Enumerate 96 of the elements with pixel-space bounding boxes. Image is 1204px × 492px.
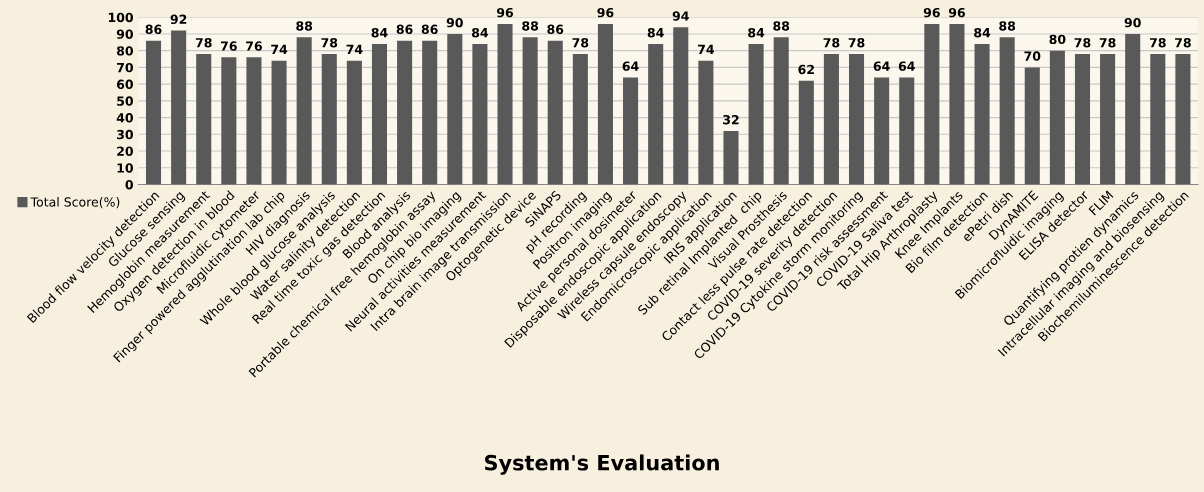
y-tick-label: 40 <box>116 113 133 123</box>
data-label: 78 <box>1175 37 1191 48</box>
bar <box>1150 54 1166 185</box>
data-label: 78 <box>823 37 840 48</box>
y-tick-label: 0 <box>125 179 133 190</box>
bar <box>723 130 739 185</box>
bar <box>648 43 664 185</box>
bar <box>673 27 689 185</box>
data-label: 78 <box>321 37 338 48</box>
bar <box>346 60 362 185</box>
bar <box>773 37 789 185</box>
bar <box>522 37 538 185</box>
bar <box>572 54 588 185</box>
data-label: 96 <box>597 7 614 18</box>
data-label: 84 <box>371 27 388 38</box>
y-tick-label: 10 <box>117 163 133 173</box>
text: System's Evaluation <box>485 454 719 475</box>
y-tick-label: 50 <box>117 96 133 106</box>
bar <box>447 33 463 185</box>
data-label: 76 <box>246 41 262 51</box>
data-label: 88 <box>522 21 539 31</box>
y-tick-label: 60 <box>116 79 133 90</box>
bar <box>1100 54 1116 185</box>
bar <box>145 40 162 185</box>
bar <box>924 23 940 185</box>
bar <box>1125 33 1141 185</box>
data-label: 96 <box>923 7 940 18</box>
bar <box>698 60 714 185</box>
bar <box>1175 54 1191 185</box>
data-label: 62 <box>798 64 814 75</box>
data-label: 88 <box>773 21 790 31</box>
y-tick-label: 70 <box>117 62 133 73</box>
y-tick-label: 100 <box>108 12 133 23</box>
bar <box>371 43 388 185</box>
bar <box>899 77 915 185</box>
bar <box>171 30 187 185</box>
bar <box>623 77 639 185</box>
data-label: 64 <box>898 61 915 71</box>
data-label: 78 <box>572 37 589 48</box>
bar <box>472 43 488 185</box>
bar <box>321 54 337 185</box>
y-tick-label: 80 <box>116 46 133 56</box>
data-label: 90 <box>446 17 463 28</box>
data-label: 78 <box>195 37 212 48</box>
data-label: 86 <box>396 24 413 35</box>
bar <box>597 23 613 185</box>
y-tick-label: 20 <box>117 146 133 156</box>
bar <box>296 37 312 185</box>
data-label: 74 <box>698 44 714 54</box>
bar <box>748 43 764 185</box>
data-label: 74 <box>271 44 288 54</box>
data-label: 86 <box>547 24 564 35</box>
bar <box>974 43 990 185</box>
bar <box>823 54 839 185</box>
bar <box>497 23 513 185</box>
bar <box>1024 67 1040 185</box>
bar <box>196 54 212 185</box>
bar <box>422 40 438 185</box>
data-label: 86 <box>145 24 162 35</box>
data-label: 78 <box>1149 37 1166 48</box>
data-label: 94 <box>672 11 689 21</box>
y-tick-label: 90 <box>116 29 133 39</box>
data-label: 88 <box>296 21 313 31</box>
data-label: 84 <box>748 27 765 38</box>
data-label: 64 <box>873 61 890 71</box>
data-label: 90 <box>1124 17 1141 28</box>
data-label: 74 <box>346 44 363 54</box>
bar <box>547 40 563 185</box>
data-label: 84 <box>647 27 664 38</box>
data-label: 84 <box>974 27 991 38</box>
bar <box>848 54 865 185</box>
data-label: 92 <box>170 14 187 25</box>
data-label: 78 <box>848 37 865 48</box>
data-label: 86 <box>421 24 438 35</box>
y-tick-label: 30 <box>117 129 133 140</box>
bar <box>999 37 1015 185</box>
data-label: 78 <box>1074 37 1091 48</box>
data-label: 96 <box>948 7 965 18</box>
data-label: 88 <box>999 21 1016 31</box>
bar <box>221 57 237 185</box>
data-label: 64 <box>622 61 639 71</box>
data-label: 76 <box>220 41 237 51</box>
bar <box>949 23 965 185</box>
bar <box>397 40 413 185</box>
bar <box>246 57 262 185</box>
data-label: 96 <box>496 7 514 18</box>
data-label: 70 <box>1024 51 1041 61</box>
bar <box>874 77 890 185</box>
data-label: 84 <box>471 27 489 38</box>
data-label: 80 <box>1049 34 1066 45</box>
bar <box>1049 50 1065 185</box>
data-label: 78 <box>1099 37 1116 48</box>
bar <box>1074 54 1091 185</box>
data-label: 32 <box>723 114 739 125</box>
bar <box>798 80 814 185</box>
bar <box>271 60 287 185</box>
